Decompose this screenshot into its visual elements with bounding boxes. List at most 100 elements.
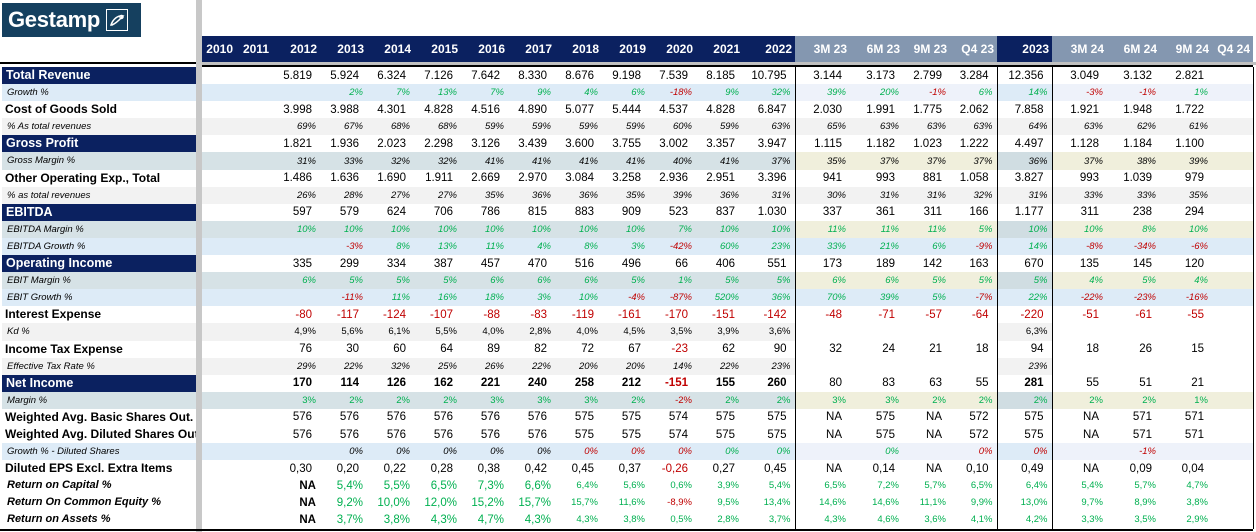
cell: 1.821: [283, 137, 312, 150]
cell: [850, 358, 903, 375]
cell: 26%: [461, 357, 508, 375]
cell: 9%: [508, 84, 555, 102]
frozen-pane-divider[interactable]: [196, 0, 202, 532]
cell: [236, 170, 272, 187]
cell: [1107, 323, 1160, 340]
cell: [794, 357, 850, 375]
cell: [850, 323, 903, 340]
cell: -8%: [1052, 237, 1107, 256]
cell: [903, 323, 950, 340]
cell: 361: [875, 206, 895, 219]
cell: [202, 443, 236, 461]
cell: [236, 152, 272, 170]
cell: 3,6%: [743, 323, 795, 341]
cell: 575: [767, 411, 787, 424]
row-label-weighted-avg-diluted-shares-out: Weighted Avg. Diluted Shares Out.: [5, 426, 196, 441]
cell: [1212, 118, 1254, 136]
cell: 3%: [508, 289, 555, 307]
cell: 21%: [850, 237, 903, 256]
cell: 576: [339, 411, 359, 424]
cell: [1212, 289, 1254, 307]
cell: 36%: [996, 152, 1053, 170]
cell: 4,2%: [996, 511, 1053, 529]
cell: 15,2%: [471, 496, 504, 509]
cell: 5.924: [330, 69, 359, 82]
cell: 0,5%: [670, 514, 692, 526]
cell: 7,3%: [477, 479, 504, 492]
table-row-growth-diluted-shares: 0% 0% 0% 0% 0% 0% 0% 0% 0% 0% 0% 0% 0% -1%: [202, 443, 1254, 461]
cell: 1.936: [330, 137, 359, 150]
cell: 9,9%: [970, 497, 993, 509]
cell: 10%: [508, 220, 555, 238]
cell: 63%: [850, 118, 903, 136]
cell: 22%: [996, 289, 1053, 307]
cell: 624: [386, 206, 406, 219]
cell: [202, 101, 236, 118]
cell: 59%: [602, 118, 649, 136]
cell: [202, 289, 236, 307]
cell: NA: [926, 411, 942, 424]
table-row-weighted-avg-diluted-shares-out: 576 576 576 576 576 576 575 575 574 575 575 NA 575 NA…: [202, 425, 1254, 444]
cell: 3.284: [959, 69, 989, 82]
cell: 3.396: [757, 172, 787, 185]
cell: 11%: [461, 237, 508, 256]
cell: 6,3%: [996, 323, 1053, 341]
cell: [202, 152, 236, 170]
cell: -16%: [1160, 289, 1212, 307]
cell: 14%: [649, 357, 696, 375]
cell: 12.356: [996, 67, 1053, 85]
cell: 11,1%: [919, 497, 946, 509]
cell: 12,0%: [424, 496, 457, 509]
column-header-2010: 2010: [202, 36, 236, 62]
cell: 0%: [555, 443, 602, 461]
cell: -3%: [1052, 84, 1107, 102]
cell: 59%: [508, 118, 555, 136]
cell: 33%: [1107, 186, 1160, 204]
cell: 145: [1132, 257, 1152, 270]
cell: [202, 323, 236, 341]
cell: 0,20: [336, 462, 359, 475]
cell: 4.516: [471, 103, 500, 116]
cell: 26: [1139, 343, 1152, 356]
cell: 4.301: [377, 103, 406, 116]
cell: NA: [1083, 462, 1099, 475]
cell: 37%: [950, 152, 997, 170]
cell: 7.858: [996, 101, 1053, 119]
cell: 5,4%: [1081, 480, 1103, 492]
cell: 3.755: [612, 137, 641, 150]
table-row-gross-margin: 31% 33% 32% 32% 41% 41% 41% 41% 40% 41% 37% 35% 37% 3…: [202, 152, 1254, 170]
cell: [1212, 237, 1254, 256]
cell: 2%: [903, 391, 950, 409]
cell: 3.827: [996, 169, 1053, 187]
cell: 575: [621, 411, 641, 424]
cell: 470: [527, 257, 547, 270]
cell: 66: [675, 257, 688, 270]
cell: 706: [433, 206, 453, 219]
cell: 7.126: [424, 69, 453, 82]
table-row-ebit-growth: -11% 11% 16% 18% 3% 10% -4% -87% 520% 36% 70% 39% 5%…: [202, 289, 1254, 307]
cell: 11%: [850, 220, 903, 238]
cell: 4,3%: [524, 513, 551, 526]
cell: [1212, 374, 1254, 392]
cell: -4%: [602, 289, 649, 307]
cell: 4%: [555, 84, 602, 102]
cell: -42%: [649, 237, 696, 256]
row-label-income-tax-expense: Income Tax Expense: [5, 341, 123, 356]
cell: 65%: [794, 118, 850, 136]
cell: 6%: [461, 272, 508, 290]
cell: 2.023: [377, 137, 406, 150]
cell: 516: [574, 257, 594, 270]
table-row-cost-of-goods-sold: 3.998 3.988 4.301 4.828 4.516 4.890 5.077 5.444…: [202, 101, 1254, 119]
cell: 3.988: [330, 103, 359, 116]
cell: [236, 375, 272, 392]
cell: 23%: [996, 357, 1053, 375]
cell: 941: [794, 169, 850, 187]
cell: 6%: [794, 272, 850, 290]
row-label-ebitda-growth: EBITDA Growth %: [2, 237, 196, 256]
cell: 576: [386, 411, 406, 424]
cell: [1160, 358, 1212, 375]
cell: [1212, 408, 1254, 426]
row-label-other-operating-exp-total: Other Operating Exp., Total: [5, 170, 161, 185]
cell: 1.486: [283, 172, 312, 185]
cell: 13%: [414, 84, 461, 102]
